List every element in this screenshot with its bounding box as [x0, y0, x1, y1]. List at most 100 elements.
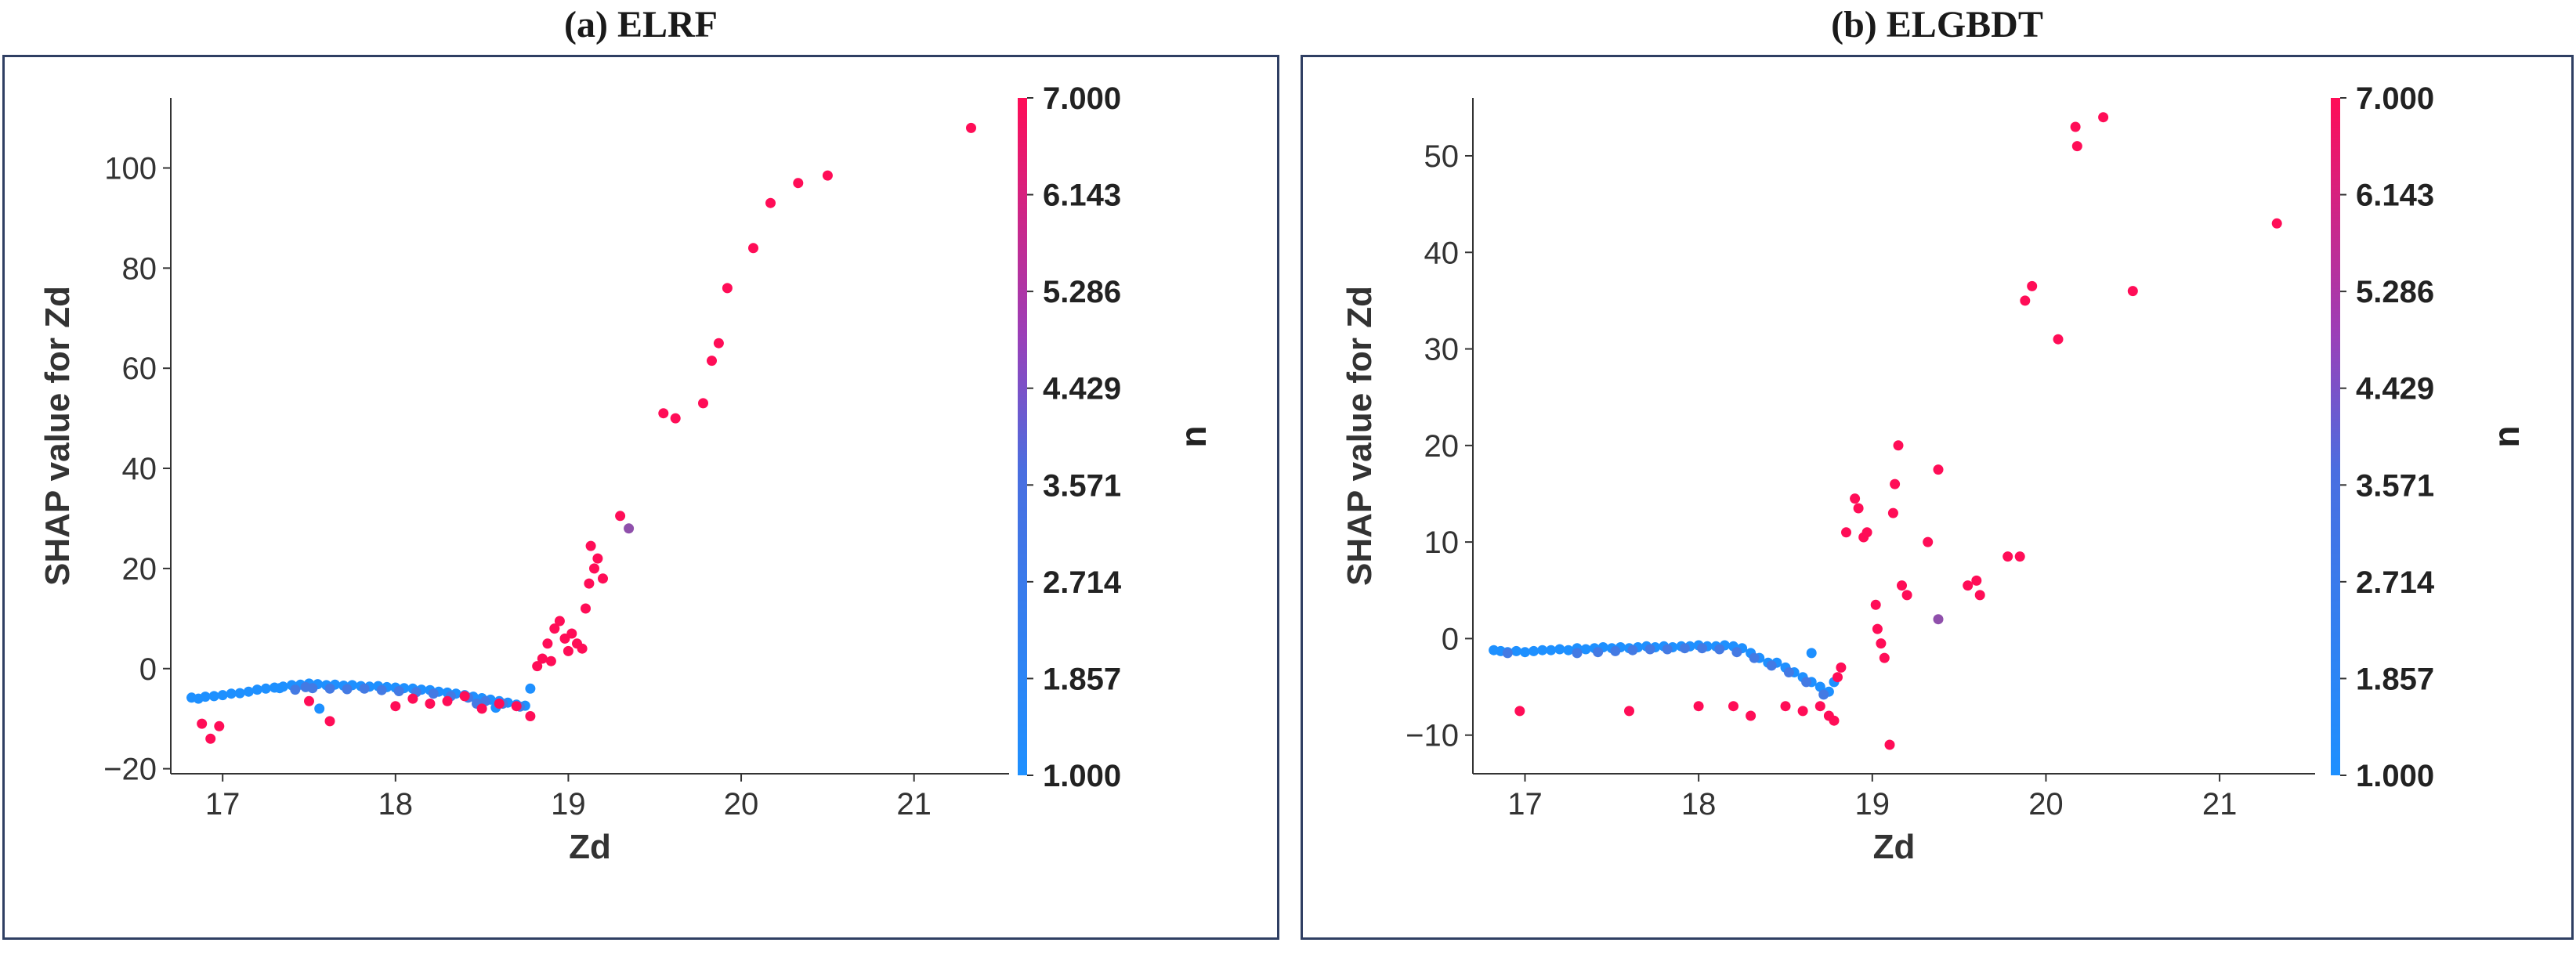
colorbar-tick-label: 2.714 — [1043, 565, 1122, 600]
scatter-point — [314, 703, 325, 714]
x-tick-label: 21 — [896, 787, 932, 822]
scatter-point — [1554, 644, 1565, 655]
scatter-point — [1679, 643, 1690, 654]
y-tick-label: 20 — [122, 552, 157, 587]
scatter-point — [698, 398, 708, 409]
scatter-point — [532, 661, 543, 672]
scatter-point — [459, 691, 470, 702]
colorbar-tick-label: 1.857 — [1043, 662, 1121, 696]
scatter-point — [1662, 644, 1673, 655]
scatter-chart: 17 18 19 20 21 −20 0 20 40 60 80 100 Zd SHAP value fo… — [38, 81, 1214, 866]
panel-elrf: (a) ELRF 17 18 19 20 21 −20 0 20 40 60 80 100 Zd SHAP… — [2, 0, 1279, 957]
scatter-point — [1728, 701, 1738, 712]
scatter-point — [585, 540, 596, 551]
y-tick-label: 0 — [139, 652, 157, 687]
y-tick-label: 0 — [1442, 622, 1459, 656]
scatter-point — [577, 643, 588, 654]
colorbar-tick-label: 5.286 — [2356, 275, 2434, 309]
scatter-point — [1749, 652, 1760, 663]
scatter-point — [1814, 681, 1825, 692]
colorbar-label: n — [2486, 425, 2527, 447]
scatter-point — [197, 718, 208, 729]
x-tick-label: 18 — [378, 787, 414, 822]
scatter-point — [208, 691, 219, 702]
scatter-point — [722, 283, 733, 294]
scatter-point — [598, 573, 608, 584]
scatter-point — [1923, 536, 1934, 547]
scatter-point — [1897, 580, 1907, 591]
scatter-point — [200, 692, 211, 702]
scatter-point — [511, 701, 522, 712]
scatter-point — [1884, 739, 1895, 750]
scatter-point — [554, 616, 565, 627]
scatter-point — [1818, 689, 1829, 700]
scatter-point — [324, 683, 335, 694]
scatter-point — [1697, 643, 1708, 654]
scatter-point — [1890, 479, 1901, 489]
scatter-chart: 17 18 19 20 21 −10 0 10 20 30 40 50 Zd SHAP value for… — [1340, 81, 2527, 866]
scatter-point — [390, 701, 401, 712]
scatter-point — [1714, 644, 1725, 655]
colorbar-label: n — [1173, 425, 1214, 447]
scatter-point — [1876, 638, 1887, 649]
scatter-point — [2020, 295, 2031, 306]
scatter-point — [1801, 677, 1812, 688]
scatter-point — [1872, 623, 1883, 634]
colorbar-tick-label: 6.143 — [1043, 179, 1121, 213]
x-tick-label: 17 — [1507, 787, 1543, 822]
scatter-point — [1861, 527, 1872, 538]
colorbar-tick-label: 1.000 — [1043, 759, 1121, 793]
x-axis-label: Zd — [569, 828, 611, 866]
scatter-point — [1836, 662, 1847, 673]
y-tick-label: −20 — [103, 753, 157, 787]
scatter-point — [658, 408, 669, 419]
x-axis-label: Zd — [1873, 828, 1916, 866]
x-tick-label: 19 — [551, 787, 586, 822]
scatter-point — [822, 170, 833, 181]
x-tick-label: 21 — [2202, 787, 2238, 822]
y-tick-label: 40 — [1424, 236, 1460, 270]
scatter-point — [2098, 112, 2109, 123]
scatter-point — [2053, 334, 2064, 345]
scatter-point — [549, 623, 560, 634]
scatter-point — [1610, 645, 1621, 656]
scatter-point — [2271, 218, 2282, 229]
scatter-point — [1529, 645, 1539, 656]
scatter-point — [2071, 141, 2082, 152]
scatter-point — [243, 686, 254, 697]
y-tick-label: 40 — [122, 452, 157, 486]
scatter-point — [304, 695, 314, 706]
chart-title: (b) ELGBDT — [1831, 4, 2043, 45]
scatter-point — [1870, 599, 1881, 610]
scatter-point — [376, 684, 387, 695]
scatter-point — [1841, 527, 1851, 538]
scatter-point — [615, 511, 626, 522]
y-tick-label: 100 — [104, 151, 157, 186]
x-tick-label: 19 — [1855, 787, 1890, 822]
scatter-point — [537, 653, 548, 664]
colorbar-tick-label: 3.571 — [2356, 468, 2434, 503]
scatter-point — [1829, 715, 1840, 726]
scatter-point — [1731, 647, 1742, 658]
scatter-point — [1933, 614, 1944, 625]
scatter-point — [566, 628, 577, 639]
colorbar-tick-label: 7.000 — [1043, 81, 1121, 116]
scatter-point — [1879, 652, 1890, 663]
scatter-point — [1537, 645, 1548, 655]
colorbar-tick-label: 1.857 — [2356, 662, 2434, 696]
scatter-point — [1644, 644, 1655, 655]
scatter-point — [1624, 706, 1634, 717]
scatter-point — [1893, 440, 1904, 451]
scatter-point — [359, 683, 370, 694]
y-tick-label: 60 — [122, 352, 157, 386]
y-axis-label: SHAP value for Zd — [1340, 286, 1379, 586]
scatter-point — [1572, 648, 1583, 659]
scatter-point — [300, 681, 311, 692]
scatter-point — [393, 686, 404, 696]
scatter-point — [1780, 701, 1791, 712]
scatter-point — [407, 693, 418, 704]
scatter-point — [1971, 575, 1982, 586]
chart-frame — [1301, 55, 2574, 940]
y-tick-label: 30 — [1424, 333, 1460, 367]
scatter-point — [589, 563, 599, 574]
